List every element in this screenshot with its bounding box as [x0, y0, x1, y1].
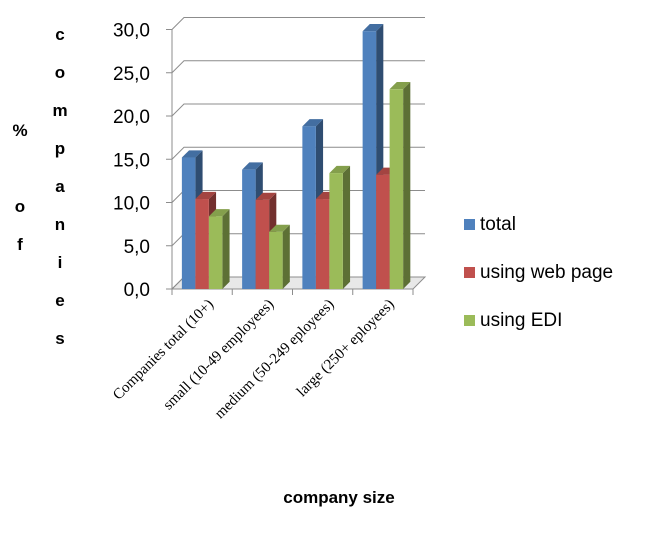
y-axis-title-char: o [55, 63, 65, 82]
bar [269, 224, 290, 289]
y-axis-title-char: a [55, 177, 65, 196]
y-axis-title-char: p [55, 139, 65, 158]
bar-top [255, 192, 277, 200]
bar-top [302, 119, 324, 127]
x-tick-label: small (10-49 employees) [160, 297, 277, 414]
y-axis-title-char: o [15, 197, 25, 216]
bar-front [389, 89, 404, 289]
gridline [171, 103, 425, 117]
y-axis-title-char: % [12, 121, 27, 140]
bar-front [242, 169, 256, 289]
legend-label: using web page [480, 262, 613, 283]
bar-front [208, 216, 223, 289]
y-tick-label: 0,0 [124, 280, 150, 301]
bar-front [329, 173, 343, 289]
bar-top [195, 191, 217, 200]
bar-side [342, 165, 351, 289]
bar-top [329, 165, 351, 174]
legend: total using web page using EDI [464, 214, 613, 331]
gridline [171, 17, 425, 30]
y-axis-title-char: s [55, 329, 64, 348]
legend-label: using EDI [480, 310, 562, 331]
bar-front [315, 199, 330, 289]
y-axis-title-char: n [55, 215, 65, 234]
y-axis-title-char: f [17, 235, 23, 254]
bar-top [181, 150, 203, 158]
bars [181, 24, 411, 290]
bar [208, 209, 230, 289]
legend-label: total [480, 214, 516, 235]
y-axis-title-char: c [55, 25, 64, 44]
x-tick-label: medium (50-249 eployees) [212, 297, 338, 423]
bar-side [282, 224, 290, 289]
y-tick-label: 10,0 [113, 194, 150, 215]
bar-front [302, 126, 316, 289]
bar-front [195, 199, 209, 289]
legend-swatch [464, 315, 475, 326]
legend-swatch [464, 219, 475, 230]
x-tick-label: Companies total (10+) [110, 297, 217, 404]
y-tick-labels: 0,0 5,0 10,0 15,0 20,0 25,0 30,0 [113, 21, 150, 302]
bar-top [208, 209, 230, 217]
bar [389, 81, 411, 289]
bar-top [362, 24, 384, 32]
bar-side [403, 81, 411, 289]
bar-front [269, 231, 283, 289]
bar-front [376, 174, 390, 289]
bar-top [242, 162, 263, 170]
bar [329, 165, 351, 289]
y-tick-label: 5,0 [124, 237, 150, 258]
x-tick-labels: Companies total (10+)small (10-49 employ… [110, 297, 398, 423]
y-axis-title-char: m [52, 101, 67, 120]
bar-front [362, 31, 377, 289]
y-axis-title-char: i [58, 253, 63, 272]
x-axis-title: company size [283, 488, 395, 507]
legend-swatch [464, 267, 475, 278]
gridline [171, 60, 425, 74]
y-tick-label: 15,0 [113, 150, 150, 171]
gridline [171, 146, 425, 160]
bar-front [181, 157, 196, 289]
bar-top [269, 224, 290, 232]
y-tick-label: 25,0 [113, 64, 150, 85]
bar-side [222, 209, 230, 289]
bar-front [255, 199, 270, 289]
y-axis-title-char: e [55, 291, 64, 310]
bar-top [389, 81, 411, 90]
y-tick-label: 20,0 [113, 107, 150, 128]
y-tick-label: 30,0 [113, 21, 150, 42]
